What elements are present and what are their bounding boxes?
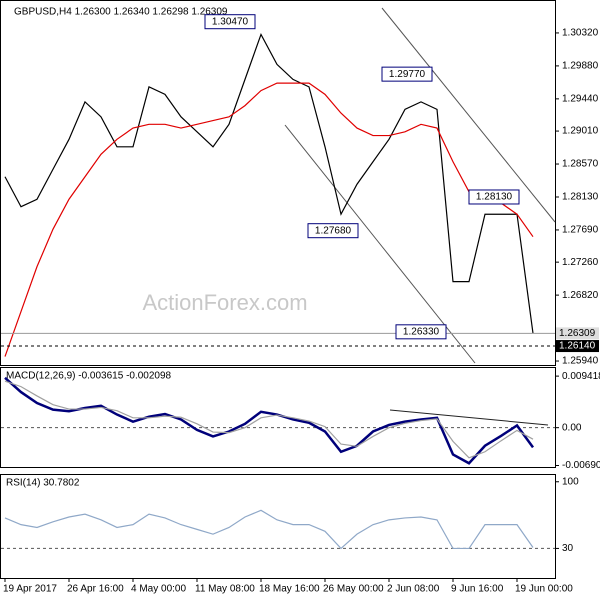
x-tick-label: 19 Jun 00:00: [515, 584, 573, 595]
x-tick-label: 4 May 00:00: [131, 584, 186, 595]
x-tick-label: 11 May 08:00: [195, 584, 255, 595]
annotation-label: 1.30470: [212, 16, 249, 27]
trend-line: [389, 409, 549, 426]
x-tick-label: 2 Jun 08:00: [387, 584, 440, 595]
macd-title: MACD(12,26,9) -0.003615 -0.002098: [6, 371, 172, 382]
y-tick-label: 1.28570: [562, 159, 599, 170]
price-label-box: [556, 327, 599, 340]
annotation-box: [468, 189, 520, 205]
y-tick-label: 1.26820: [562, 290, 599, 301]
watermark: ActionForex.com: [142, 290, 307, 315]
x-tick-label: 9 Jun 16:00: [451, 584, 504, 595]
y-tick-label: 100: [562, 476, 579, 487]
price-label: 1.26309: [559, 328, 596, 339]
series-line: [4, 509, 534, 550]
y-tick-label: 1.29440: [562, 93, 599, 104]
y-tick-label: 0.009418: [562, 371, 600, 382]
price-frame: [0, 0, 556, 366]
annotation-label: 1.26330: [403, 326, 440, 337]
y-tick-label: 1.29880: [562, 61, 599, 72]
y-tick-label: 1.25940: [562, 356, 599, 367]
y-tick-label: 1.30320: [562, 28, 599, 39]
annotation-box: [307, 223, 359, 239]
x-tick-label: 26 May 00:00: [323, 584, 384, 595]
annotation-box: [395, 324, 447, 340]
rsi-frame: [0, 474, 556, 579]
y-tick-label: 30: [562, 543, 574, 554]
annotation-label: 1.29770: [389, 69, 426, 80]
price-label-box: [556, 340, 599, 353]
y-tick-label: 1.29010: [562, 126, 599, 137]
x-tick-label: 26 Apr 16:00: [67, 584, 124, 595]
price-title: GBPUSD,H4 1.26300 1.26340 1.26298 1.2630…: [14, 7, 228, 18]
y-tick-label: 0.00: [562, 422, 582, 433]
rsi-title: RSI(14) 30.7802: [6, 478, 80, 489]
y-tick-label: 1.27260: [562, 257, 599, 268]
series-line: [4, 380, 534, 459]
x-tick-label: 18 May 16:00: [259, 584, 320, 595]
y-tick-label: -0.006906: [562, 460, 600, 471]
price-label: 1.26140: [559, 341, 596, 352]
y-tick-label: 1.28130: [562, 192, 599, 203]
channel-line: [381, 7, 556, 223]
annotation-label: 1.27680: [315, 225, 352, 236]
series-line: [4, 376, 535, 465]
series-line: [4, 32, 534, 334]
macd-frame: [0, 367, 556, 468]
x-tick-label: 19 Apr 2017: [3, 584, 57, 595]
annotation-label: 1.28130: [476, 192, 513, 203]
y-tick-label: 1.27690: [562, 225, 599, 236]
annotation-box: [381, 66, 433, 82]
series-line: [4, 82, 534, 357]
channel-line: [284, 124, 476, 364]
annotation-box: [204, 14, 256, 30]
